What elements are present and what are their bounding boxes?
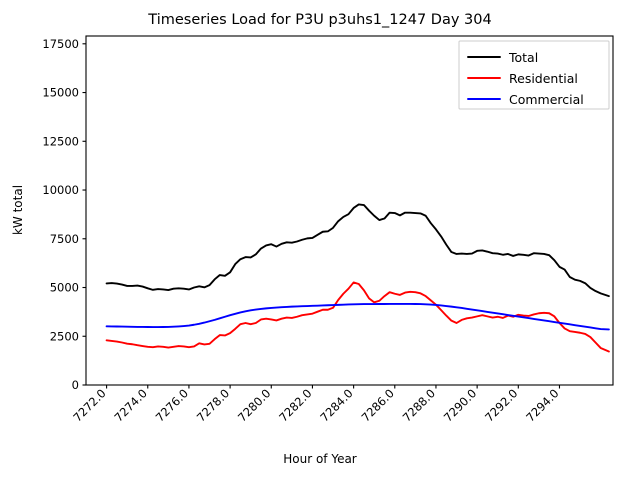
y-tick-label: 10000	[42, 183, 79, 197]
y-tick-label: 5000	[50, 281, 79, 295]
x-tick-label: 7274.0	[112, 386, 150, 424]
series-line-commercial	[105, 302, 610, 331]
x-axis-ticks: 7272.0 7274.0 7276.0 7278.0 7280.0 7282.0 7284…	[70, 385, 562, 425]
legend-label-residential: Residential	[509, 71, 578, 86]
y-axis-title: kW total	[11, 185, 25, 235]
legend-label-commercial: Commercial	[509, 92, 584, 107]
x-tick-label: 7294.0	[523, 386, 561, 424]
legend-item-total: Total	[467, 50, 538, 65]
legend-item-residential: Residential	[467, 71, 578, 86]
x-tick-label: 7278.0	[194, 386, 232, 424]
x-tick-label: 7280.0	[235, 386, 273, 424]
y-tick-label: 17500	[42, 37, 79, 51]
series-lines	[105, 203, 610, 353]
y-tick-label: 2500	[50, 329, 79, 343]
x-tick-label: 7276.0	[153, 386, 191, 424]
x-tick-label: 7284.0	[317, 386, 355, 424]
plot-frame	[85, 35, 614, 386]
chart-title: Timeseries Load for P3U p3uhs1_1247 Day …	[147, 12, 491, 28]
y-tick-label: 12500	[42, 134, 79, 148]
x-axis-title: Hour of Year	[283, 452, 357, 466]
y-tick-label: 0	[72, 378, 79, 392]
legend-label-total: Total	[508, 50, 538, 65]
chart-legend: Total Residential Commercial	[458, 40, 610, 110]
x-tick-label: 7282.0	[276, 386, 314, 424]
series-line-residential	[105, 281, 610, 353]
legend-item-commercial: Commercial	[467, 92, 584, 107]
y-tick-label: 15000	[42, 86, 79, 100]
legend-frame	[458, 40, 610, 110]
x-tick-label: 7292.0	[482, 386, 520, 424]
x-tick-label: 7288.0	[400, 386, 438, 424]
x-tick-label: 7286.0	[359, 386, 397, 424]
series-line-total	[105, 203, 610, 298]
y-tick-label: 7500	[50, 232, 79, 246]
x-tick-label: 7290.0	[441, 386, 479, 424]
y-axis-ticks: 0 2500 5000 7500 10000 12500 15000 17500	[42, 37, 86, 392]
